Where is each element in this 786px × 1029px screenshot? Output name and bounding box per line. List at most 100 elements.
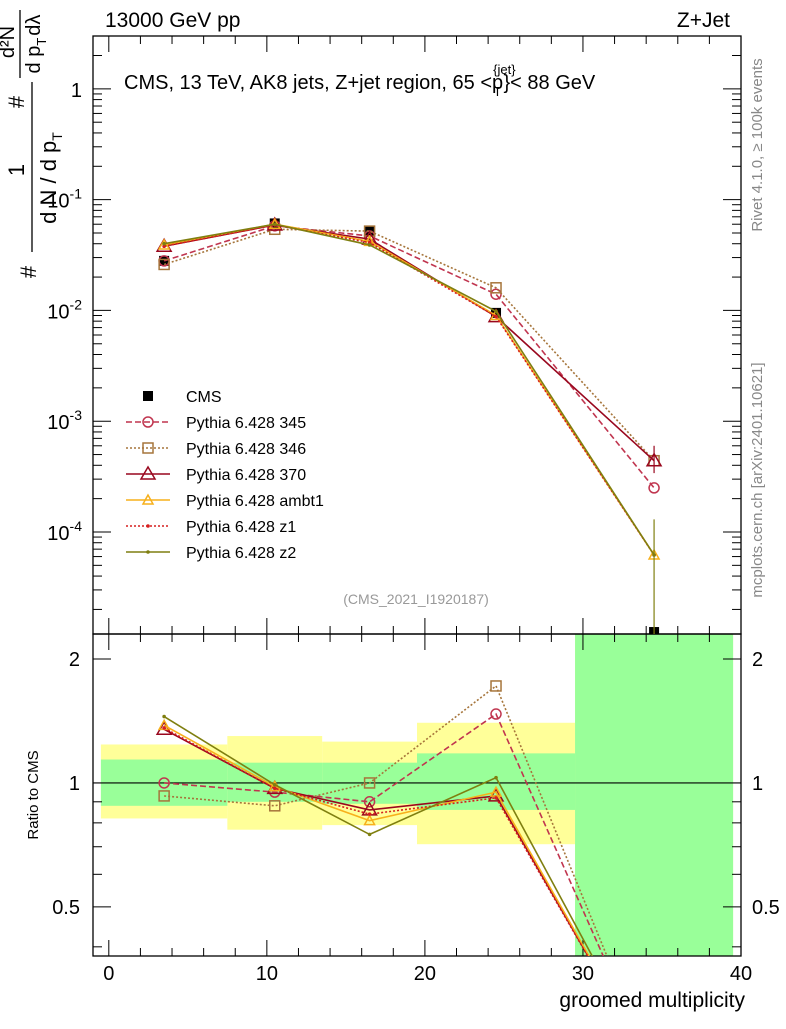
x-tick-label: 0	[103, 963, 114, 985]
legend-entry-z1: Pythia 6.428 z1	[126, 519, 296, 536]
plot-title: CMS, 13 TeV, AK8 jets, Z+jet region, 65 …	[124, 62, 596, 99]
band-group	[100, 634, 734, 956]
legend-label-z2: Pythia 6.428 z2	[186, 545, 296, 562]
ylabel-hash-mid: #	[4, 95, 29, 108]
legend-label-345: Pythia 6.428 345	[186, 415, 306, 432]
rivet-label: Rivet 4.1.0, ≥ 100k events	[749, 58, 766, 231]
point-z2	[494, 309, 498, 314]
legend-marker-z2	[146, 550, 150, 554]
ratio-bands	[93, 634, 741, 956]
ratio-ylabel: Ratio to CMS	[25, 750, 42, 839]
ratio-series-z2	[162, 714, 594, 956]
plot-title-sub: T	[494, 84, 502, 99]
ratio-series-group	[155, 680, 608, 956]
ylabel-frac-bottom: d N / d pT	[36, 132, 65, 224]
legend-marker-346	[142, 442, 154, 454]
ratio-point-z2	[272, 782, 277, 787]
ratio-line-345	[164, 712, 605, 956]
ylabel-frac-bottom-sub: T	[49, 132, 65, 141]
plot-title-sup: {jet}	[493, 62, 516, 77]
x-tick-label: 20	[414, 963, 436, 985]
ratio-point-346	[490, 680, 502, 692]
y-tick-label-ratio-right: 2	[752, 649, 763, 671]
ratio-point-z1	[162, 726, 166, 730]
ratio-point-z2	[494, 775, 498, 780]
plot-title-main: CMS, 13 TeV, AK8 jets, Z+jet region, 65 …	[124, 72, 503, 94]
point-ambt1	[157, 238, 171, 250]
ratio-point-345	[363, 796, 376, 808]
point-346	[158, 258, 170, 271]
ratio-point-z2	[162, 714, 166, 719]
ratio-point-z2	[367, 832, 372, 837]
x-tick-label: 40	[730, 963, 752, 985]
ylabel-rhs-den-text: d p	[23, 46, 45, 74]
ylabel-rhs-den: d pTdλ	[23, 15, 49, 74]
legend-label-346: Pythia 6.428 346	[186, 441, 306, 458]
y-tick-label-ratio-right: 1	[752, 773, 763, 795]
upper-series-group	[155, 216, 663, 634]
green-band-4	[575, 634, 734, 956]
legend-label-ambt1: Pythia 6.428 ambt1	[186, 493, 324, 510]
axes: 0 10 20 30 40 1 10-1 10-2 10-3 10-4 0.5 0.5 1 1 2 2	[47, 35, 780, 985]
y-tick-label-upper: 10-2	[47, 296, 82, 323]
ratio-point-346	[363, 777, 376, 789]
legend-entry-CMS: CMS	[143, 389, 222, 406]
ratio-line-ambt1	[163, 724, 590, 956]
legend-marker-370	[139, 465, 157, 480]
legend-entry-345: Pythia 6.428 345	[126, 415, 306, 432]
legend-label-370: Pythia 6.428 370	[186, 467, 306, 484]
point-z2	[367, 243, 372, 247]
legend-marker-345	[142, 416, 154, 428]
legend-marker-CMS	[143, 391, 153, 401]
ratio-frame	[92, 633, 742, 957]
ratio-point-346	[158, 790, 170, 802]
upper-ylabel: # 1 d N / d pT # d²N d pTdλ	[0, 10, 65, 278]
series-z2	[162, 222, 656, 557]
point-345	[490, 288, 502, 300]
point-345	[648, 482, 660, 494]
point-CMS	[159, 255, 170, 266]
ratio-point-ambt1	[363, 814, 376, 826]
legend-entry-370: Pythia 6.428 370	[126, 465, 306, 484]
y-tick-label-upper: 10-4	[47, 518, 82, 545]
legend-marker-ambt1	[141, 493, 155, 505]
mcplots-label: mcplots.cern.ch [arXiv:2401.10621]	[749, 362, 766, 597]
legend-entry-346: Pythia 6.428 346	[126, 441, 306, 458]
series-line-346	[163, 228, 655, 462]
x-tick-label: 30	[572, 963, 594, 985]
ylabel-rhs-den-sub: T	[34, 38, 49, 46]
ratio-point-z1	[494, 796, 498, 800]
y-tick-label-upper: 10-3	[47, 407, 82, 434]
ratio-point-345	[158, 777, 170, 789]
point-346	[490, 282, 502, 294]
y-tick-label-upper: 1	[71, 80, 82, 102]
analysis-label: (CMS_2021_I1920187)	[343, 591, 489, 607]
ratio-point-346	[269, 800, 281, 812]
x-axis-label: groomed multiplicity	[559, 989, 745, 1012]
series-layer	[155, 216, 663, 956]
legend-label-z1: Pythia 6.428 z1	[186, 519, 296, 536]
ratio-series-z1	[162, 726, 589, 956]
series-line-370	[163, 224, 655, 462]
point-ambt1	[268, 217, 282, 229]
y-tick-label-upper: 10-1	[47, 186, 82, 213]
y-tick-label-ratio: 2	[69, 649, 80, 671]
point-z1	[162, 244, 166, 248]
ratio-series-346	[158, 680, 608, 956]
ylabel-frac-bottom-text: d N / d p	[36, 141, 61, 224]
ratio-point-370	[155, 720, 173, 736]
plot-title-end: }< 88 GeV	[504, 72, 596, 94]
legend: CMS Pythia 6.428 345 Pythia 6.428 346 Pythi…	[126, 389, 324, 562]
y-tick-label-ratio-right: 0.5	[752, 897, 780, 919]
y-tick-label-ratio: 0.5	[52, 897, 80, 919]
legend-entry-ambt1: Pythia 6.428 ambt1	[126, 493, 324, 510]
point-z1	[494, 314, 498, 319]
legend-marker-z1	[146, 524, 150, 528]
point-z2	[272, 222, 277, 227]
ylabel-rhs-num: d²N	[0, 26, 19, 58]
header-left: 13000 GeV pp	[105, 9, 240, 32]
ratio-line-346	[164, 684, 608, 956]
legend-label-CMS: CMS	[186, 389, 222, 406]
ratio-point-z1	[272, 786, 277, 791]
